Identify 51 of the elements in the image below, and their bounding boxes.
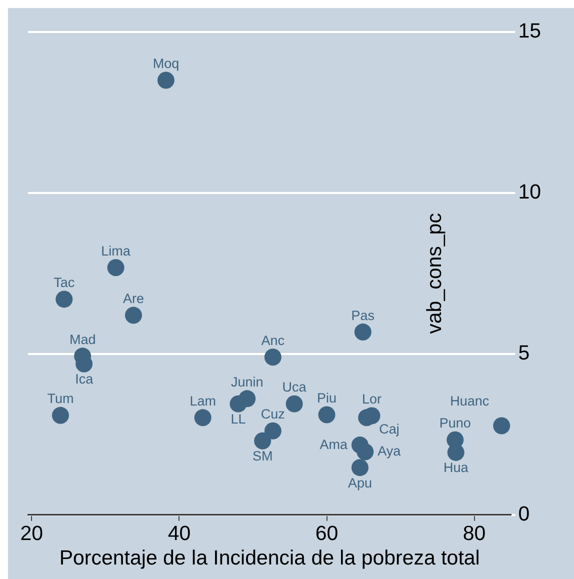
annotation: Hua bbox=[443, 460, 469, 476]
annotation: Lam bbox=[190, 393, 216, 408]
point bbox=[56, 290, 73, 308]
point bbox=[354, 324, 372, 341]
annotation: Ica bbox=[75, 372, 94, 387]
point bbox=[124, 306, 142, 324]
point bbox=[351, 459, 368, 476]
point bbox=[447, 444, 464, 461]
x-tick-label: 60 bbox=[315, 522, 338, 545]
y-tick-label: 10 bbox=[518, 180, 542, 204]
annotation: Lor bbox=[362, 391, 382, 406]
annotation: Apu bbox=[348, 475, 372, 490]
y-axis-title: vab_cons_pc bbox=[422, 213, 446, 334]
annotation: Junin bbox=[230, 374, 264, 390]
annotation: Tum bbox=[47, 391, 74, 406]
x-tick-label: 80 bbox=[462, 522, 486, 545]
annotation: Aya bbox=[378, 444, 402, 459]
annotation: Mad bbox=[69, 332, 96, 347]
point bbox=[107, 259, 124, 276]
annotation: Cuz bbox=[260, 406, 286, 422]
point bbox=[52, 406, 69, 424]
annotation: Moq bbox=[152, 56, 180, 72]
y-tick-label: 15 bbox=[518, 20, 542, 43]
point bbox=[194, 409, 212, 426]
point bbox=[264, 422, 282, 440]
annotation: Uca bbox=[282, 380, 307, 395]
annotation: SM bbox=[252, 448, 273, 464]
annotation: Ama bbox=[320, 436, 348, 452]
point bbox=[493, 417, 510, 434]
annotation: Puno bbox=[439, 416, 471, 431]
point bbox=[318, 406, 336, 424]
point bbox=[286, 395, 303, 412]
annotation: Tac bbox=[54, 274, 75, 290]
annotation: LL bbox=[230, 412, 246, 427]
annotation: Are bbox=[122, 291, 144, 306]
annotation: Lima bbox=[101, 243, 131, 258]
annotation: Huanc bbox=[450, 393, 490, 408]
point bbox=[356, 443, 374, 460]
point bbox=[157, 72, 174, 89]
point bbox=[238, 390, 256, 408]
annotation: Pas bbox=[351, 308, 375, 323]
y-tick-label: 5 bbox=[518, 342, 530, 365]
annotation: Caj bbox=[379, 421, 400, 436]
annotation: Anc bbox=[261, 332, 285, 348]
point bbox=[264, 348, 282, 366]
x-axis-title: Porcentaje de la Incidencia de la pobreza total bbox=[59, 546, 480, 570]
annotation: Piu bbox=[317, 390, 337, 406]
x-tick-label: 40 bbox=[168, 522, 191, 545]
x-tick-label: 20 bbox=[20, 522, 44, 545]
point bbox=[254, 432, 272, 450]
y-tick-label: 0 bbox=[518, 502, 530, 526]
